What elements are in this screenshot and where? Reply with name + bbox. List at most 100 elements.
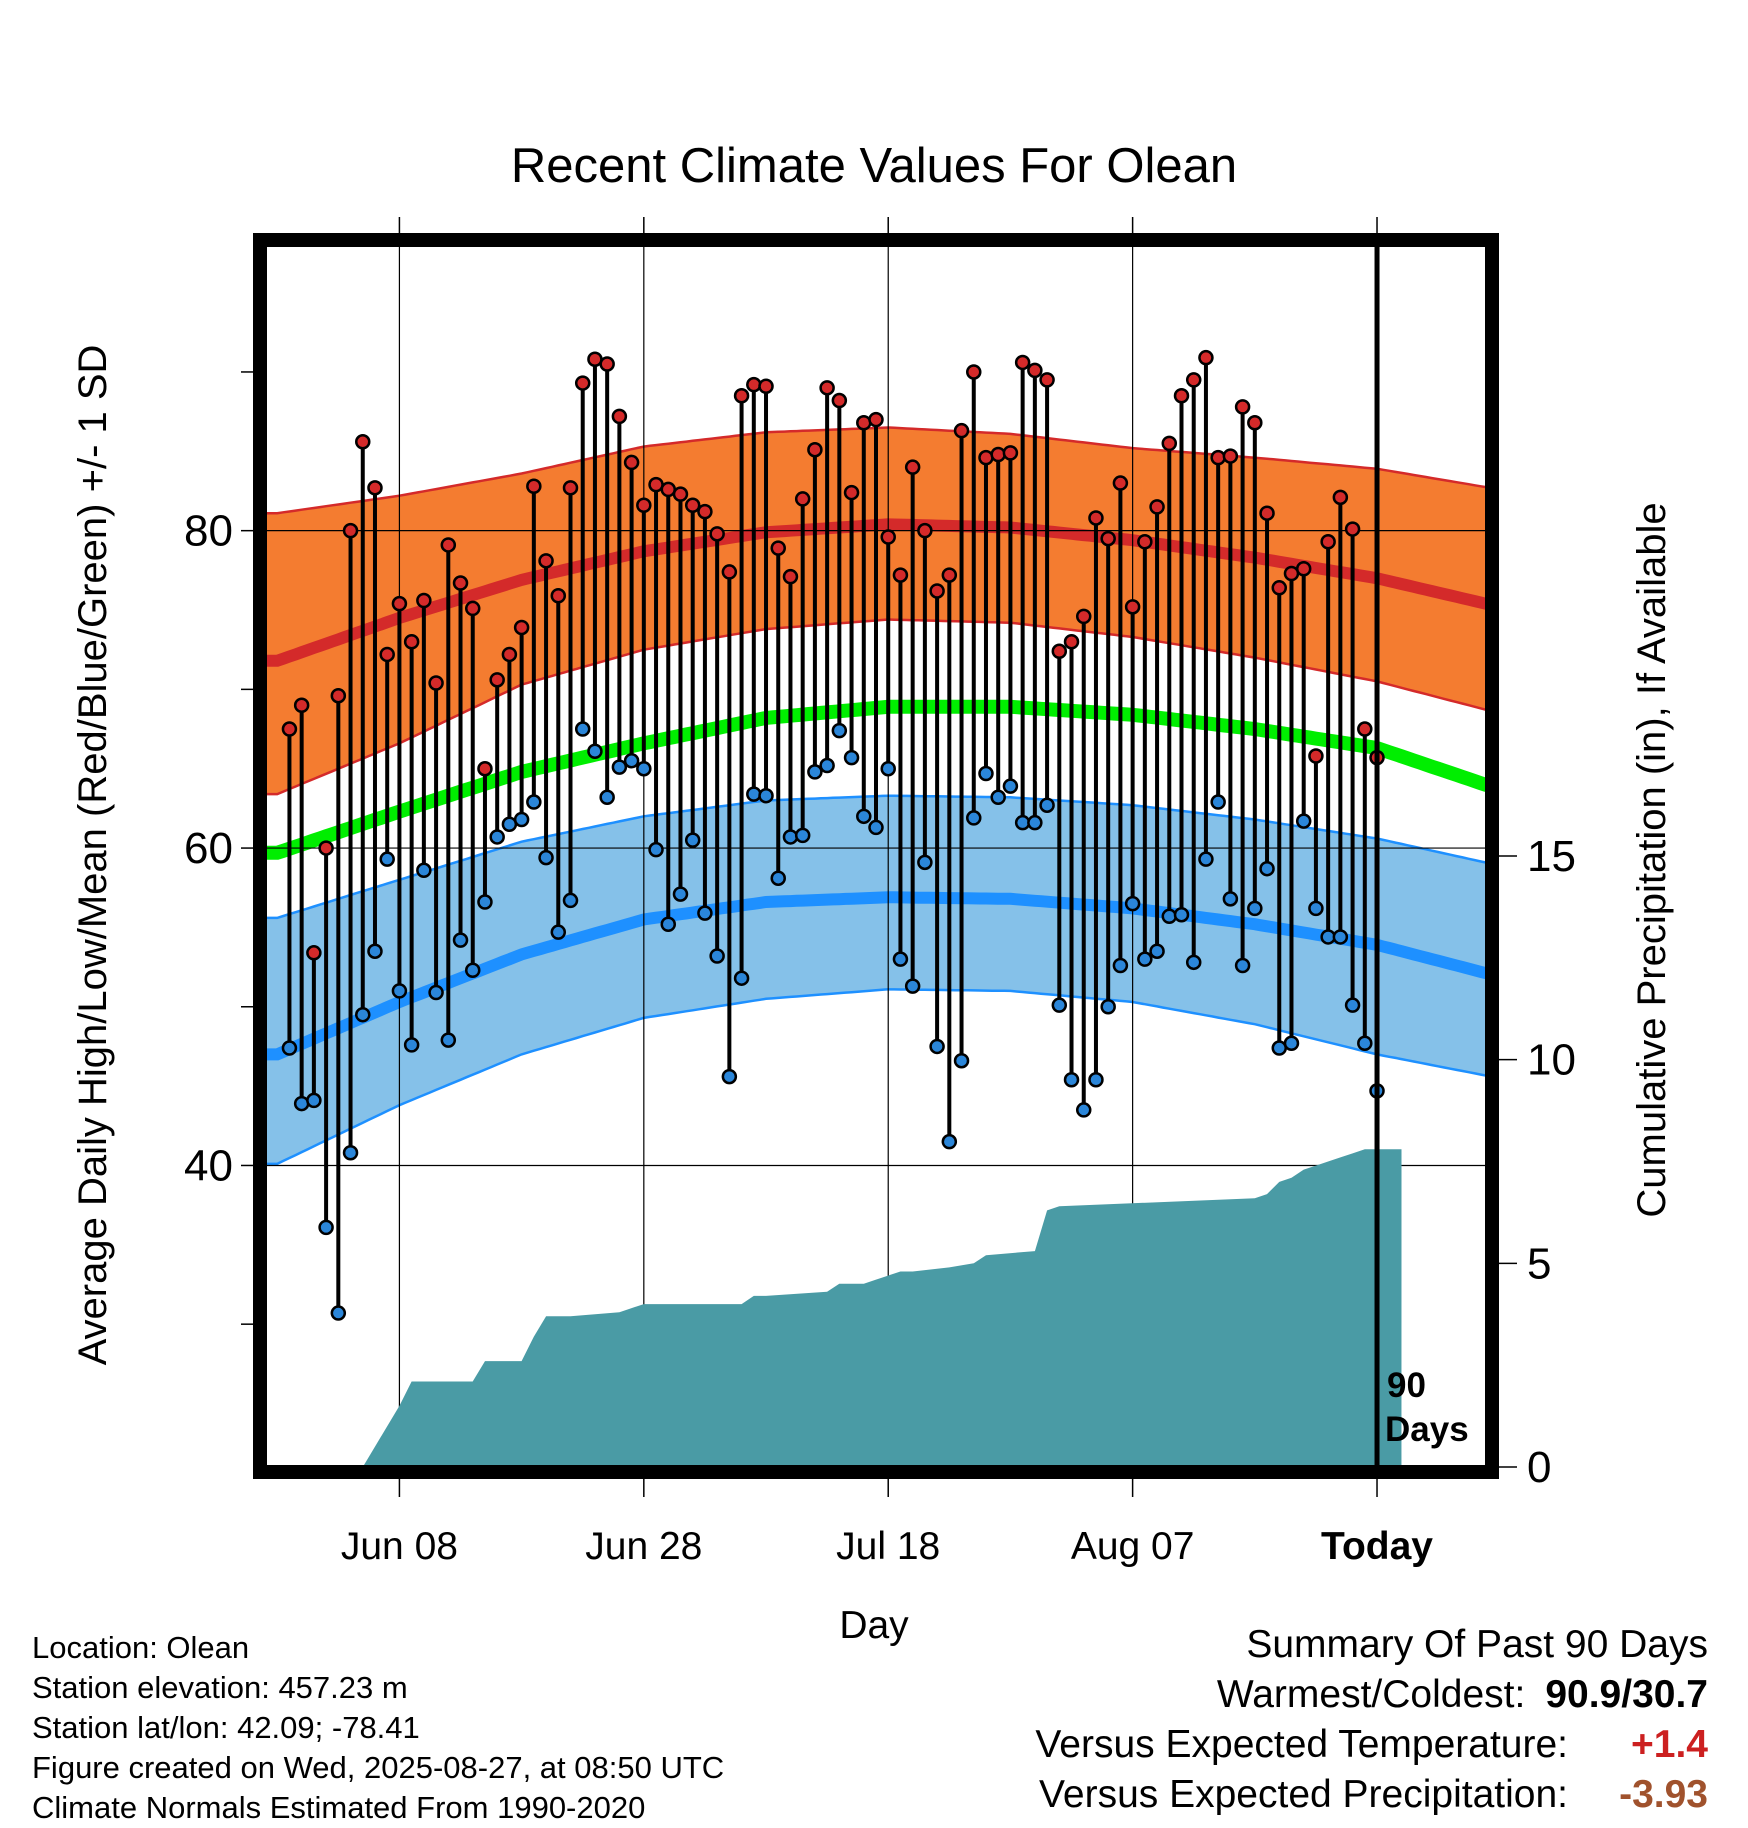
daily-low-point — [856, 808, 872, 825]
daily-low-point — [941, 1133, 958, 1150]
daily-high-point — [501, 646, 518, 663]
daily-high-point — [684, 497, 701, 514]
daily-low-point — [440, 1032, 457, 1048]
daily-low-point — [293, 1095, 310, 1112]
daily-low-point — [929, 1038, 945, 1055]
y-tick-label: 80 — [184, 507, 233, 556]
daily-low-point — [1161, 908, 1178, 925]
daily-high-point — [355, 434, 371, 450]
daily-high-point — [856, 414, 872, 431]
daily-high-point — [1137, 534, 1153, 550]
daily-high-point — [758, 378, 774, 394]
daily-high-point — [868, 411, 884, 428]
daily-low-point — [562, 892, 579, 909]
daily-high-point — [611, 408, 628, 425]
daily-low-point — [550, 924, 567, 940]
daily-low-point — [917, 854, 933, 871]
daily-low-point — [1002, 778, 1019, 794]
daily-high-point — [672, 486, 689, 502]
daily-high-point — [1063, 634, 1080, 650]
daily-low-point — [599, 789, 615, 806]
daily-low-point — [587, 743, 603, 760]
today-days-number: 90 — [1387, 1366, 1426, 1405]
daily-high-point — [1332, 489, 1349, 506]
daily-low-point — [416, 862, 432, 879]
daily-high-point — [464, 600, 481, 617]
daily-high-point — [1088, 510, 1104, 526]
daily-high-point — [697, 503, 713, 520]
daily-low-point — [782, 829, 799, 845]
daily-high-point — [1357, 721, 1373, 737]
daily-high-point — [1100, 530, 1116, 547]
daily-high-point — [978, 449, 994, 466]
daily-low-point — [1344, 997, 1361, 1013]
info-normals: Climate Normals Estimated From 1990-2020 — [32, 1790, 646, 1825]
daily-low-point — [953, 1052, 970, 1069]
daily-low-point — [489, 829, 505, 845]
plot-frame — [253, 233, 1499, 1479]
daily-high-point — [794, 491, 811, 507]
daily-low-point — [831, 722, 848, 739]
daily-high-point — [513, 619, 530, 636]
daily-high-point — [477, 760, 493, 777]
daily-high-point — [990, 446, 1006, 463]
y-tick-label: 60 — [184, 824, 233, 873]
daily-low-point — [819, 757, 835, 774]
daily-low-point — [1027, 814, 1043, 831]
daily-low-point — [672, 886, 689, 902]
daily-high-point — [623, 454, 640, 471]
daily-low-point — [1259, 860, 1275, 877]
daily-high-point — [807, 441, 823, 458]
daily-high-point — [1320, 534, 1336, 550]
daily-high-point — [721, 564, 738, 580]
daily-high-point — [819, 380, 835, 396]
daily-low-point — [367, 943, 383, 959]
daily-low-point — [1222, 891, 1239, 907]
daily-low-point — [513, 811, 530, 828]
daily-high-point — [1002, 445, 1019, 461]
daily-high-point — [953, 422, 970, 439]
daily-low-point — [342, 1145, 359, 1161]
daily-low-point — [1185, 954, 1202, 971]
summary-temp-row: Versus Expected Temperature: +1.4 — [1035, 1720, 1708, 1770]
daily-high-point — [733, 388, 750, 404]
low-lower-line — [265, 988, 1487, 1166]
daily-low-point — [1124, 895, 1141, 912]
daily-high-point — [1112, 475, 1129, 491]
daily-low-point — [758, 787, 774, 804]
daily-low-point — [1198, 851, 1214, 867]
daily-low-point — [648, 841, 664, 858]
daily-low-point — [1100, 999, 1116, 1015]
daily-high-point — [599, 356, 615, 372]
daily-low-point — [1173, 906, 1190, 923]
daily-low-point — [746, 786, 762, 802]
daily-low-point — [794, 827, 811, 844]
daily-high-point — [391, 595, 408, 612]
info-latlon: Station lat/lon: 42.09; -78.41 — [32, 1710, 420, 1745]
daily-high-point — [367, 480, 383, 496]
y2-tick-label: 5 — [1527, 1239, 1551, 1288]
daily-high-point — [636, 497, 652, 514]
daily-high-point — [843, 484, 860, 501]
daily-low-point — [330, 1305, 347, 1321]
daily-high-point — [1039, 372, 1055, 388]
daily-high-point — [330, 687, 347, 704]
daily-low-point — [1247, 900, 1263, 917]
info-elevation: Station elevation: 457.23 m — [32, 1670, 408, 1705]
precip-area — [362, 1149, 1402, 1467]
daily-high-point — [1247, 414, 1263, 431]
today-days-label: Days — [1385, 1410, 1469, 1449]
daily-low-point — [1088, 1072, 1104, 1088]
daily-low-point — [660, 916, 677, 932]
daily-high-point — [1185, 372, 1202, 388]
station-info: Location: Olean Station elevation: 457.2… — [32, 1628, 724, 1828]
daily-high-point — [574, 375, 591, 391]
daily-low-point — [684, 832, 701, 848]
daily-low-point — [1308, 900, 1324, 917]
daily-low-point — [1063, 1072, 1080, 1088]
y-axis-label: Average Daily High/Low/Mean (Red/Blue/Gr… — [71, 345, 115, 1366]
daily-low-point — [452, 932, 469, 948]
y2-axis-label: Cumulative Precipitation (in), If Availa… — [1630, 502, 1674, 1217]
y2-tick-label: 15 — [1527, 832, 1576, 881]
daily-low-point — [892, 951, 909, 967]
